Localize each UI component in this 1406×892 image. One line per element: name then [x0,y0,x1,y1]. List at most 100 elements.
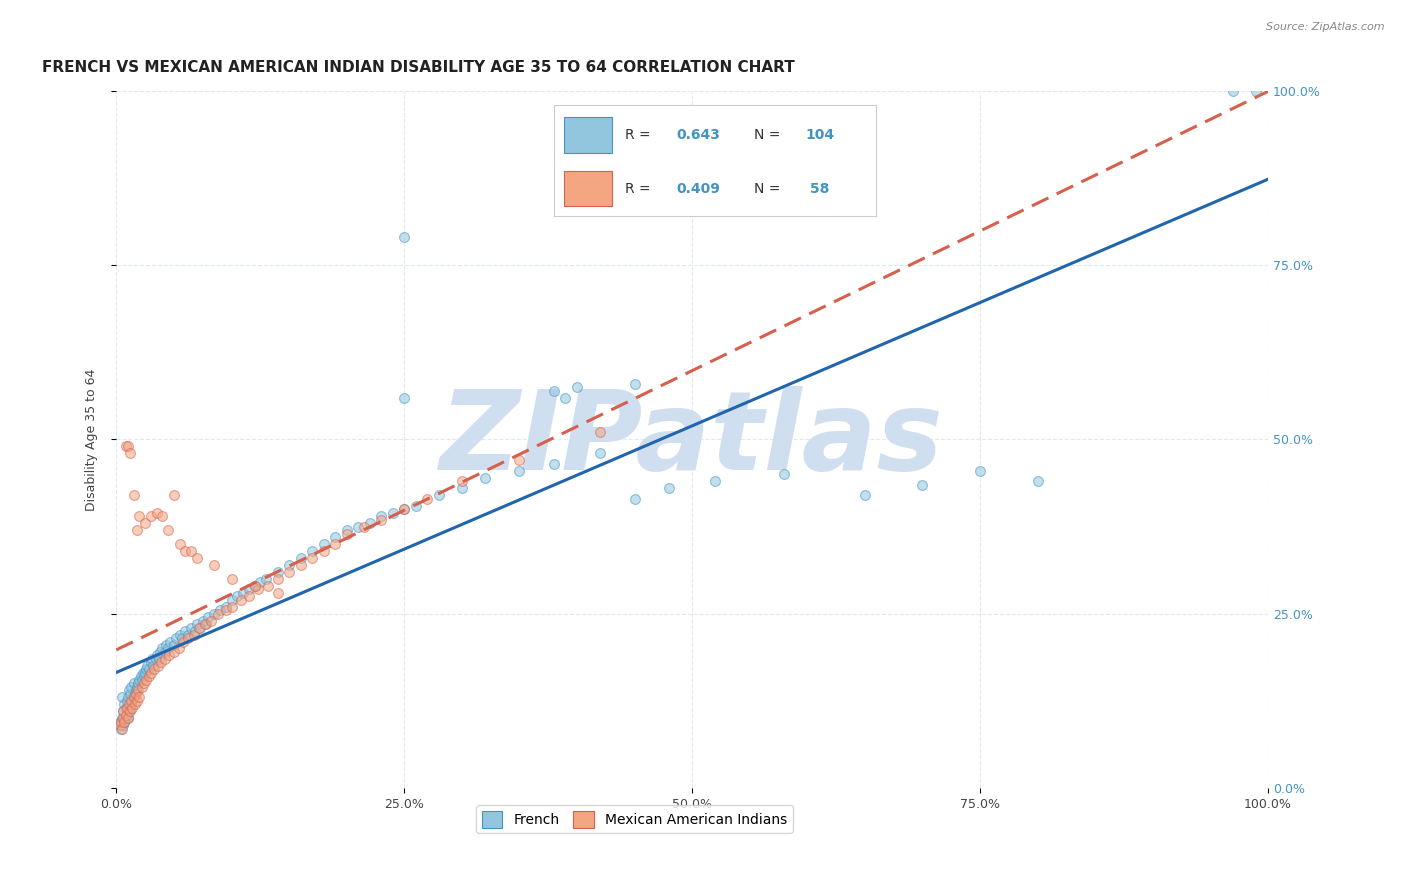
Point [163,488,186,502]
Point [132,665,155,680]
Point [221,572,243,586]
Point [1246,84,1268,98]
Point [200,614,222,628]
Point [125,680,148,694]
Point [474,471,496,485]
Point [238,589,260,603]
Point [180,544,202,558]
Point [543,457,565,471]
Point [134,665,156,680]
Point [112,714,135,729]
Point [118,704,141,718]
Point [243,579,266,593]
Point [125,683,148,698]
Point [111,690,134,705]
Point [146,659,169,673]
Point [554,391,576,405]
Point [149,645,172,659]
Point [266,572,288,586]
Point [170,631,193,645]
Point [157,523,180,537]
Point [232,585,254,599]
Point [290,558,312,572]
Point [243,579,266,593]
Point [450,481,472,495]
Point [312,544,335,558]
Y-axis label: Disability Age 35 to 64: Disability Age 35 to 64 [86,368,98,510]
Point [180,621,202,635]
Point [177,627,200,641]
Point [138,662,160,676]
Point [125,687,148,701]
Point [278,558,301,572]
Point [323,530,346,544]
Point [122,690,145,705]
Point [543,384,565,398]
Point [208,603,231,617]
Point [112,714,135,729]
Point [120,694,142,708]
Point [911,477,934,491]
Point [202,558,225,572]
Point [157,641,180,656]
Point [159,634,181,648]
Point [139,656,162,670]
Point [112,697,135,711]
Point [122,690,145,705]
Point [301,544,323,558]
Point [565,380,588,394]
Point [174,624,197,638]
Point [853,488,876,502]
Point [370,512,392,526]
Point [153,652,176,666]
Point [117,690,139,705]
Point [186,617,208,632]
Point [221,592,243,607]
Point [257,579,280,593]
Point [145,506,167,520]
Point [394,502,416,516]
Point [110,722,132,736]
Point [589,425,612,440]
Point [115,707,138,722]
Point [226,589,249,603]
Point [152,641,174,656]
Point [132,676,155,690]
Point [121,700,143,714]
Point [370,509,392,524]
Point [169,627,191,641]
Point [124,697,146,711]
Point [131,680,153,694]
Point [114,700,136,714]
Point [174,544,197,558]
Point [115,694,138,708]
Point [290,550,312,565]
Point [118,697,141,711]
Point [169,537,191,551]
Point [136,659,159,673]
Point [142,659,165,673]
Point [266,565,288,579]
Point [359,516,381,530]
Point [183,627,205,641]
Point [301,550,323,565]
Point [254,572,277,586]
Text: Source: ZipAtlas.com: Source: ZipAtlas.com [1267,22,1385,32]
Point [132,669,155,683]
Point [347,519,370,533]
Point [266,585,288,599]
Legend: French, Mexican American Indians: French, Mexican American Indians [477,805,793,833]
Point [508,464,530,478]
Point [118,683,141,698]
Point [394,391,416,405]
Point [229,592,252,607]
Point [704,475,727,489]
Point [112,711,135,725]
Point [191,614,214,628]
Point [112,718,135,732]
Point [353,519,375,533]
Point [117,711,139,725]
Point [114,707,136,722]
Point [394,230,416,244]
Point [508,453,530,467]
